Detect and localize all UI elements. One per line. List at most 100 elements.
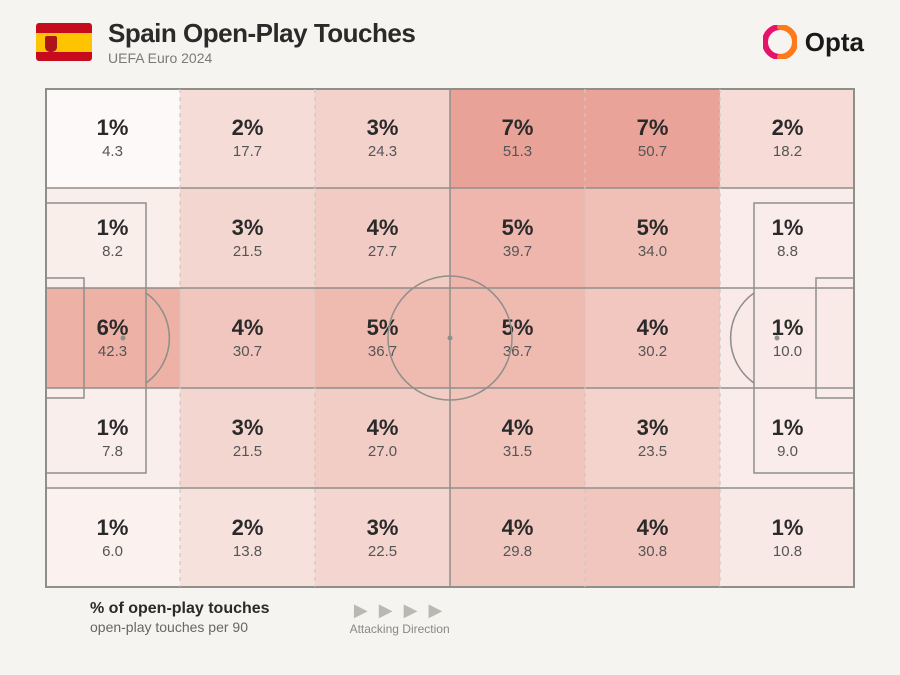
- heatmap-cell: 4% 29.8: [450, 488, 585, 588]
- heatmap-cell: 4%27.0: [315, 388, 450, 488]
- cell-val: 18.2: [773, 143, 802, 160]
- cell-pct: 2%: [232, 516, 264, 540]
- cell-val: 30.8: [638, 543, 667, 560]
- cell-val: 27.7: [368, 243, 397, 260]
- heatmap-cell: 1%8.8: [720, 188, 855, 288]
- heatmap-cell: 4% 30.7: [180, 288, 315, 388]
- cell-pct: 1%: [772, 316, 804, 340]
- cell-pct: 4%: [367, 216, 399, 240]
- heatmap-cell: 4%30.2: [585, 288, 720, 388]
- cell-val: 6.0: [102, 543, 123, 560]
- heatmap-cell: 7% 50.7: [585, 88, 720, 188]
- cell-val: 21.5: [233, 243, 262, 260]
- cell-val: 51.3: [503, 143, 532, 160]
- cell-val: 29.8: [503, 543, 532, 560]
- cell-pct: 6%: [97, 316, 129, 340]
- brand-logo: Opta: [763, 25, 864, 59]
- legend-pct-label: % of open-play touches: [90, 600, 270, 618]
- cell-pct: 4%: [367, 416, 399, 440]
- heatmap-cell: 2% 17.7: [180, 88, 315, 188]
- cell-val: 8.2: [102, 243, 123, 260]
- cell-val: 9.0: [777, 443, 798, 460]
- cell-val: 34.0: [638, 243, 667, 260]
- cell-val: 10.8: [773, 543, 802, 560]
- heatmap-cell: 3% 22.5: [315, 488, 450, 588]
- cell-pct: 4%: [232, 316, 264, 340]
- cell-pct: 3%: [232, 216, 264, 240]
- cell-val: 50.7: [638, 143, 667, 160]
- cell-val: 36.7: [503, 343, 532, 360]
- heatmap-cell: 4%31.5: [450, 388, 585, 488]
- heatmap-cell: 1%9.0: [720, 388, 855, 488]
- heatmap-cell: 3% 21.5: [180, 188, 315, 288]
- attacking-direction: ▶ ▶ ▶ ▶ Attacking Direction: [350, 600, 450, 636]
- cell-val: 30.7: [233, 343, 262, 360]
- cell-val: 24.3: [368, 143, 397, 160]
- cell-val: 21.5: [233, 443, 262, 460]
- cell-pct: 4%: [502, 516, 534, 540]
- heatmap-cell: 1% 10.8: [720, 488, 855, 588]
- brand-name: Opta: [805, 27, 864, 58]
- header: Spain Open-Play Touches UEFA Euro 2024 O…: [0, 0, 900, 70]
- heatmap-cell: 2% 18.2: [720, 88, 855, 188]
- cell-pct: 3%: [367, 116, 399, 140]
- heatmap-cell: 5% 36.7: [450, 288, 585, 388]
- cell-val: 8.8: [777, 243, 798, 260]
- cell-val: 31.5: [503, 443, 532, 460]
- heatmap-cell: 1% 10.0: [720, 288, 855, 388]
- cell-val: 7.8: [102, 443, 123, 460]
- cell-val: 17.7: [233, 143, 262, 160]
- page-title: Spain Open-Play Touches: [108, 18, 415, 49]
- cell-val: 42.3: [98, 343, 127, 360]
- cell-val: 4.3: [102, 143, 123, 160]
- cell-pct: 1%: [97, 516, 129, 540]
- heatmap-cell: 1%4.3: [45, 88, 180, 188]
- cell-pct: 5%: [367, 316, 399, 340]
- cell-pct: 7%: [637, 116, 669, 140]
- cell-val: 23.5: [638, 443, 667, 460]
- cell-pct: 5%: [637, 216, 669, 240]
- pitch-heatmap: 1%4.32%17.73%24.37%51.37%50.72%18.21%8.2…: [45, 88, 855, 588]
- cell-pct: 4%: [637, 516, 669, 540]
- spain-flag-icon: [36, 23, 92, 61]
- heatmap-cell: 2% 13.8: [180, 488, 315, 588]
- cell-pct: 1%: [772, 416, 804, 440]
- cell-val: 36.7: [368, 343, 397, 360]
- cell-pct: 1%: [772, 516, 804, 540]
- heatmap-cell: 5% 36.7: [315, 288, 450, 388]
- cell-pct: 2%: [772, 116, 804, 140]
- header-left: Spain Open-Play Touches UEFA Euro 2024: [36, 18, 415, 66]
- cell-pct: 3%: [637, 416, 669, 440]
- heatmap-cell: 5% 34.0: [585, 188, 720, 288]
- cell-val: 30.2: [638, 343, 667, 360]
- cell-pct: 2%: [232, 116, 264, 140]
- heatmap-cell: 5% 39.7: [450, 188, 585, 288]
- direction-arrows-icon: ▶ ▶ ▶ ▶: [350, 600, 450, 621]
- page-subtitle: UEFA Euro 2024: [108, 50, 415, 66]
- footer: % of open-play touches open-play touches…: [90, 600, 900, 636]
- cell-pct: 5%: [502, 316, 534, 340]
- cell-val: 10.0: [773, 343, 802, 360]
- cell-pct: 1%: [97, 416, 129, 440]
- heatmap-cell: 4% 30.8: [585, 488, 720, 588]
- cell-val: 13.8: [233, 543, 262, 560]
- direction-label: Attacking Direction: [350, 622, 450, 636]
- heatmap-cell: 3% 21.5: [180, 388, 315, 488]
- heatmap-grid: 1%4.32%17.73%24.37%51.37%50.72%18.21%8.2…: [45, 88, 855, 588]
- cell-pct: 3%: [232, 416, 264, 440]
- heatmap-cell: 3% 24.3: [315, 88, 450, 188]
- heatmap-cell: 3% 23.5: [585, 388, 720, 488]
- heatmap-cell: 1%6.0: [45, 488, 180, 588]
- cell-pct: 5%: [502, 216, 534, 240]
- cell-pct: 1%: [97, 216, 129, 240]
- heatmap-cell: 1%8.2: [45, 188, 180, 288]
- cell-pct: 1%: [772, 216, 804, 240]
- title-block: Spain Open-Play Touches UEFA Euro 2024: [108, 18, 415, 66]
- opta-logo-icon: [763, 25, 797, 59]
- cell-pct: 3%: [367, 516, 399, 540]
- cell-pct: 7%: [502, 116, 534, 140]
- cell-pct: 1%: [97, 116, 129, 140]
- cell-val: 39.7: [503, 243, 532, 260]
- cell-val: 22.5: [368, 543, 397, 560]
- heatmap-cell: 7% 51.3: [450, 88, 585, 188]
